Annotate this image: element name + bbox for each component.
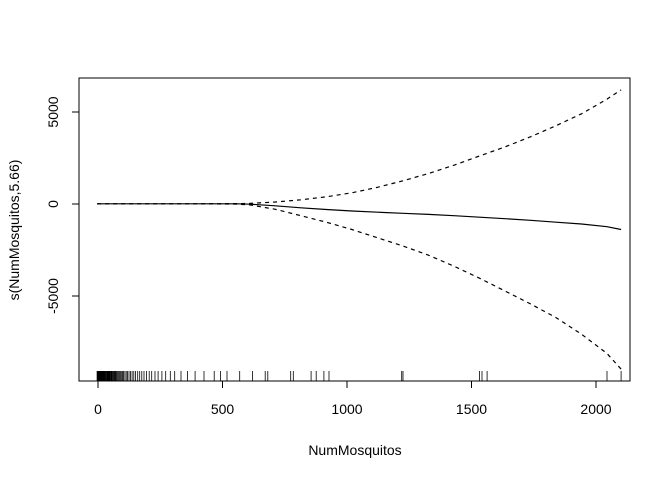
y-axis-title: s(NumMosquitos,5.66)	[6, 160, 22, 301]
upper-confidence-line	[97, 89, 622, 205]
x-tick-label: 1000	[331, 401, 362, 417]
y-tick-label: 0	[45, 200, 61, 208]
x-tick-label: 0	[94, 401, 102, 417]
x-axis: 0 500 1000 1500 2000	[94, 380, 612, 417]
fit-line	[97, 203, 622, 231]
x-tick-label: 500	[211, 401, 235, 417]
y-tick-label: 5000	[45, 96, 61, 127]
x-axis-title: NumMosquitos	[308, 442, 401, 458]
y-axis: -5000 0 5000	[45, 96, 80, 314]
series-layer	[97, 89, 622, 370]
x-tick-label: 2000	[580, 401, 611, 417]
x-tick-label: 1500	[456, 401, 487, 417]
lower-confidence-line	[97, 203, 622, 370]
plot-frame	[78, 77, 631, 382]
rug-layer	[96, 371, 622, 381]
y-tick-label: -5000	[45, 278, 61, 314]
